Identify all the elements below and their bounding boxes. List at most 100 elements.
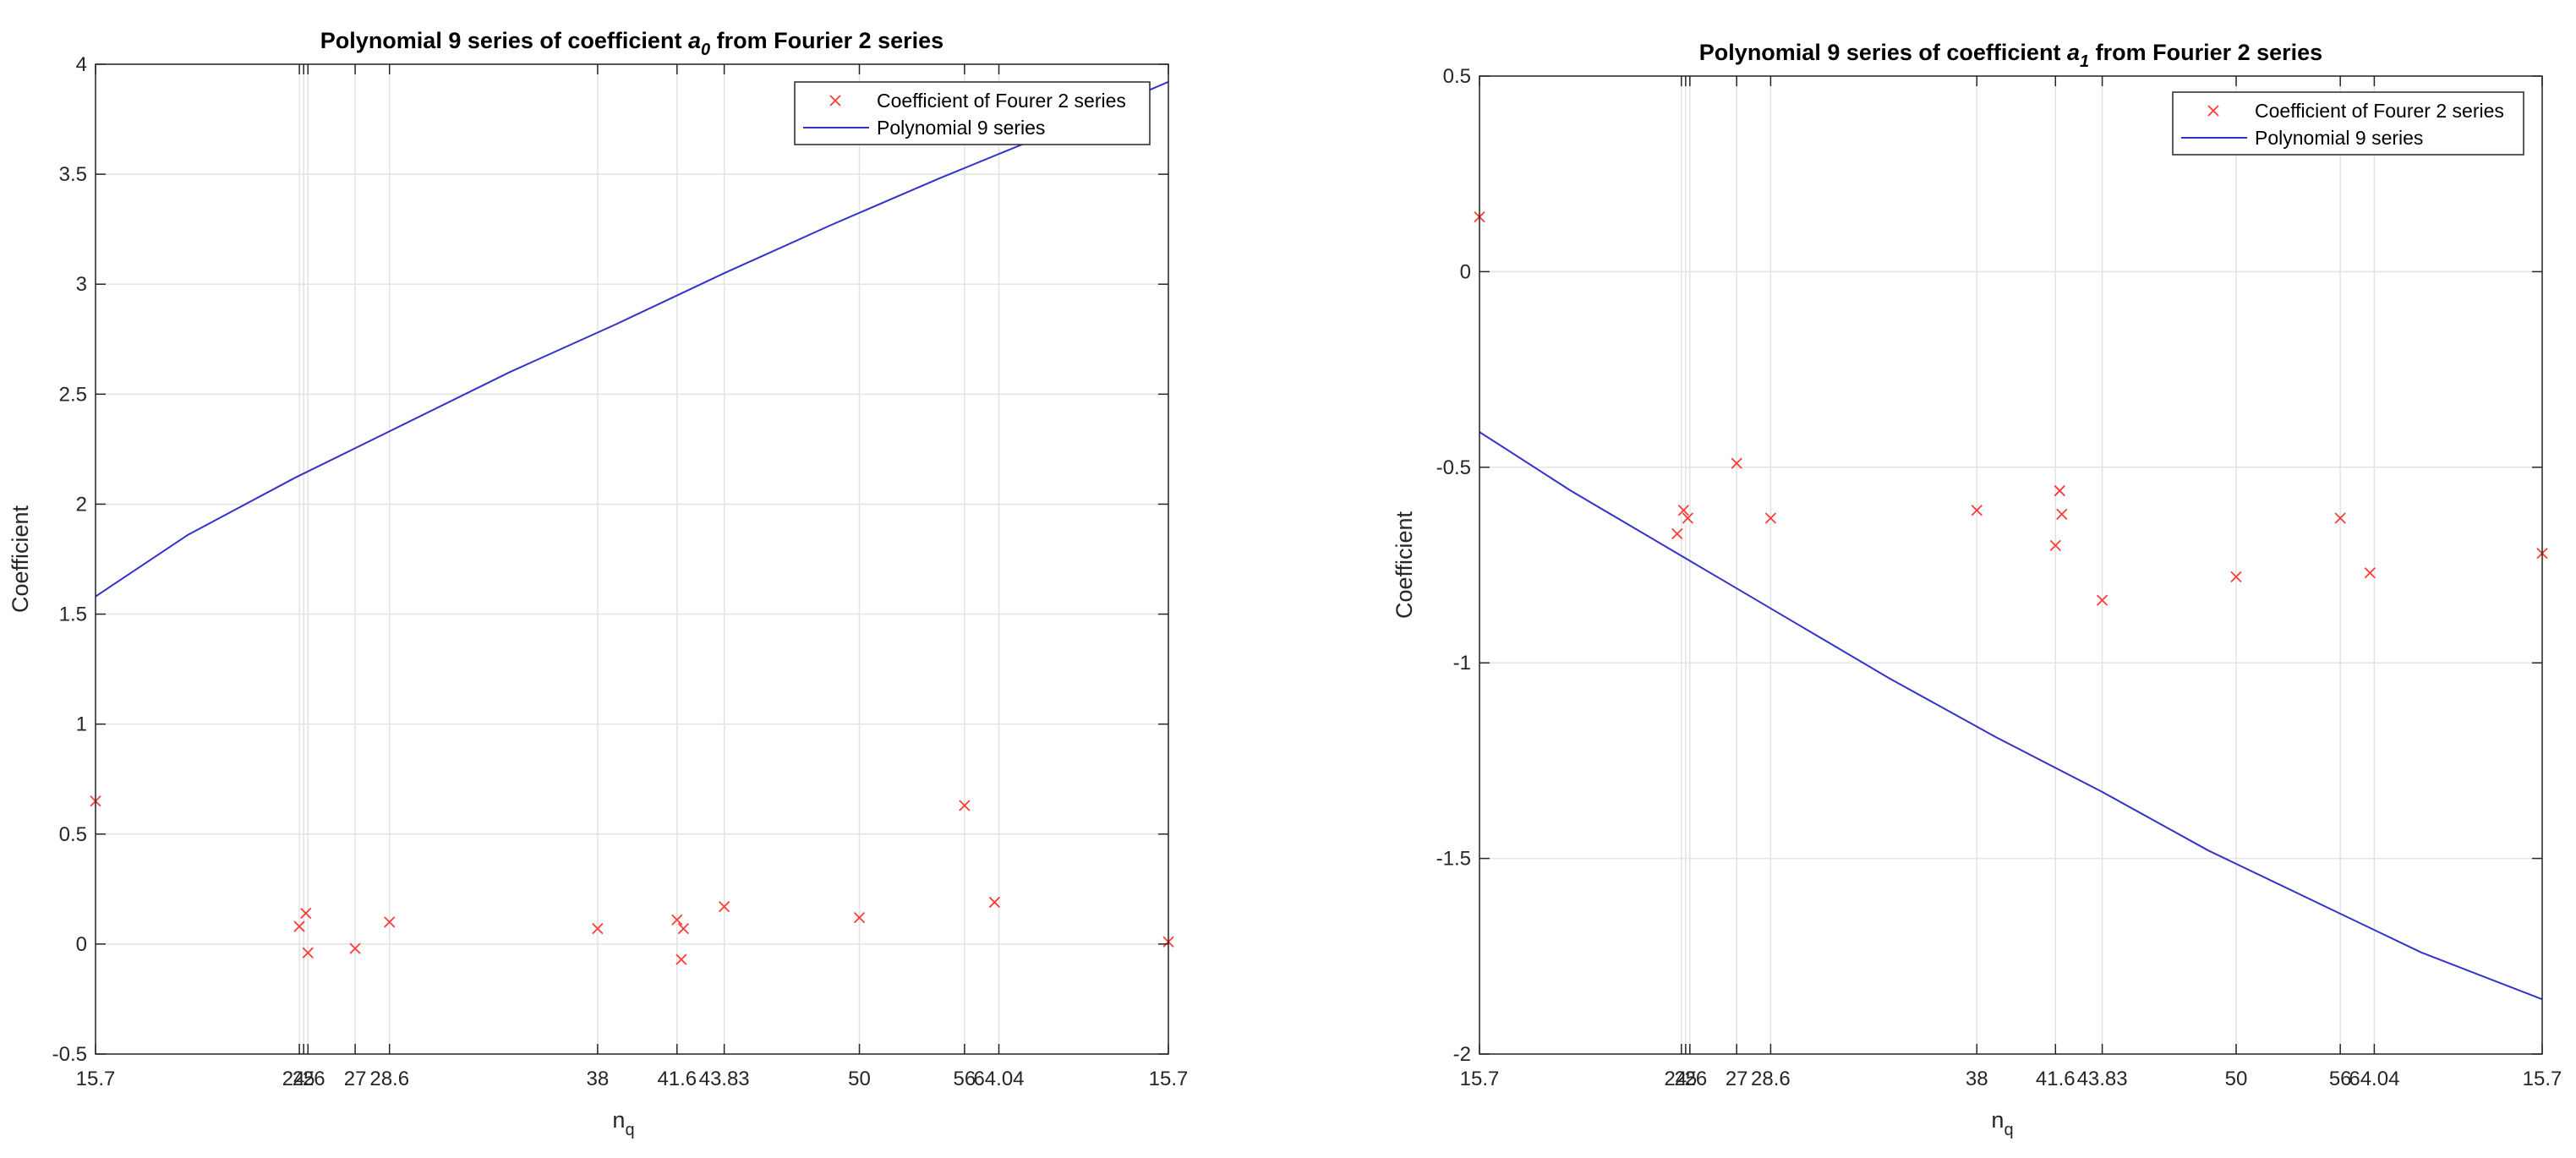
legend: Coefficient of Fourer 2 series Polynomial… xyxy=(2172,91,2524,156)
y-tick-label: 1.5 xyxy=(59,604,87,626)
x-tick-label: 28.6 xyxy=(1751,1068,1791,1090)
data-point xyxy=(718,901,730,913)
data-point xyxy=(2334,512,2346,524)
y-tick-label: 3 xyxy=(76,273,87,296)
x-tick-label: 24 xyxy=(282,1068,305,1090)
x-tick-label: 26 xyxy=(303,1068,325,1090)
plot-area xyxy=(1479,76,2542,1054)
legend-entry-label: Coefficient of Fourer 2 series xyxy=(877,90,1126,112)
chart-title-subscript: 0 xyxy=(701,41,710,59)
plot-area xyxy=(96,64,1168,1054)
y-axis-label: Coefficient xyxy=(1392,511,1417,619)
data-point xyxy=(293,920,305,932)
data-point xyxy=(2096,594,2108,606)
y-tick-label: 3.5 xyxy=(59,163,87,186)
x-tick-label: 43.83 xyxy=(2077,1068,2128,1090)
y-tick-label: 4 xyxy=(76,53,87,76)
chart-title: Polynomial 9 series of coefficient a1 fr… xyxy=(1699,40,2322,71)
data-point xyxy=(1971,505,1983,516)
x-tick-label: 25 xyxy=(293,1068,315,1090)
legend-marker-icon xyxy=(829,95,841,107)
y-tick-label: -1.5 xyxy=(1436,848,1471,871)
y-axis: -0.5 0 0.5 1 1.5 2 2.5 3 3.5 4 xyxy=(52,53,1168,1066)
x-tick-label: 43.83 xyxy=(699,1068,750,1090)
chart-title-text: Polynomial 9 series of coefficient xyxy=(1699,40,2067,65)
chart-title-rest: from Fourier 2 series xyxy=(710,28,943,53)
y-tick-label: 2.5 xyxy=(59,383,87,406)
legend-entry-label: Coefficient of Fourer 2 series xyxy=(2255,100,2504,122)
y-tick-label: 0 xyxy=(1460,260,1471,283)
chart-title-text: Polynomial 9 series of coefficient xyxy=(320,28,688,53)
x-axis-label-main: n xyxy=(1991,1107,2004,1133)
x-tick-label: 56 xyxy=(954,1068,976,1090)
data-point xyxy=(1764,512,1777,524)
data-point xyxy=(1677,505,1689,516)
data-point xyxy=(959,800,971,811)
x-tick-label: 50 xyxy=(848,1068,871,1090)
x-axis-label: nq xyxy=(612,1107,634,1139)
x-tick-label: 28.6 xyxy=(369,1068,409,1090)
x-tick-label: 25 xyxy=(1675,1068,1698,1090)
x-tick-label: 56 xyxy=(2329,1068,2352,1090)
x-tick-label: 24 xyxy=(1664,1068,1687,1090)
data-point xyxy=(2056,508,2068,520)
y-tick-label: 1 xyxy=(76,713,87,736)
legend-box xyxy=(2172,91,2524,156)
x-tick-label: 26 xyxy=(1685,1068,1708,1090)
x-tick-label: 27 xyxy=(344,1068,367,1090)
data-point xyxy=(2049,539,2061,551)
y-tick-label: -1 xyxy=(1453,652,1471,675)
data-point xyxy=(302,947,314,959)
x-tick-label: 64.04 xyxy=(2349,1068,2399,1090)
y-tick-label: 0.5 xyxy=(1443,65,1471,88)
data-point xyxy=(384,916,396,928)
data-point xyxy=(988,896,1001,909)
data-point xyxy=(1671,527,1683,540)
legend-entry-label: Polynomial 9 series xyxy=(2255,127,2423,149)
x-tick-label: 15.7 xyxy=(2523,1068,2562,1090)
x-tick-label: 38 xyxy=(1966,1068,1988,1090)
data-point xyxy=(677,923,690,935)
y-axis-label: Coefficient xyxy=(8,505,33,613)
chart-title: Polynomial 9 series of coefficient a0 fr… xyxy=(320,28,943,59)
x-axis-label-subscript: q xyxy=(625,1121,634,1139)
x-axis-label-main: n xyxy=(612,1107,625,1133)
y-tick-label: -2 xyxy=(1453,1043,1471,1066)
y-tick-label: 2 xyxy=(76,493,87,516)
chart-title-variable: a xyxy=(688,28,701,53)
y-axis: -2 -1.5 -1 -0.5 0 0.5 xyxy=(1436,65,2542,1066)
data-point xyxy=(675,953,687,965)
data-point xyxy=(2364,567,2376,579)
y-tick-label: -0.5 xyxy=(1436,456,1471,479)
y-tick-label: -0.5 xyxy=(52,1043,87,1066)
x-tick-label: 38 xyxy=(587,1068,610,1090)
axes-box xyxy=(95,63,1169,1055)
axes-box xyxy=(1479,75,2543,1055)
data-point xyxy=(853,912,866,924)
x-tick-label: 27 xyxy=(1726,1068,1748,1090)
x-tick-label: 15.7 xyxy=(1460,1068,1500,1090)
x-tick-label: 15.7 xyxy=(76,1068,116,1090)
data-point xyxy=(2054,484,2065,497)
data-point xyxy=(1682,512,1694,524)
series-line-polynomial xyxy=(95,80,1169,598)
legend: Coefficient of Fourer 2 series Polynomial… xyxy=(794,81,1151,145)
chart-title-rest: from Fourier 2 series xyxy=(2089,40,2322,65)
x-axis-label-subscript: q xyxy=(2004,1121,2013,1139)
data-point xyxy=(1731,457,1742,469)
x-tick-label: 41.6 xyxy=(657,1068,697,1090)
data-point xyxy=(2230,571,2242,583)
data-point xyxy=(300,907,312,920)
chart-title-variable: a xyxy=(2067,40,2080,65)
data-point xyxy=(592,923,604,935)
y-tick-label: 0 xyxy=(76,933,87,956)
x-tick-label: 41.6 xyxy=(2036,1068,2076,1090)
x-tick-label: 50 xyxy=(2225,1068,2248,1090)
chart-title-subscript: 1 xyxy=(2080,52,2089,71)
data-point xyxy=(671,914,683,926)
x-tick-label: 15.7 xyxy=(1149,1068,1189,1090)
